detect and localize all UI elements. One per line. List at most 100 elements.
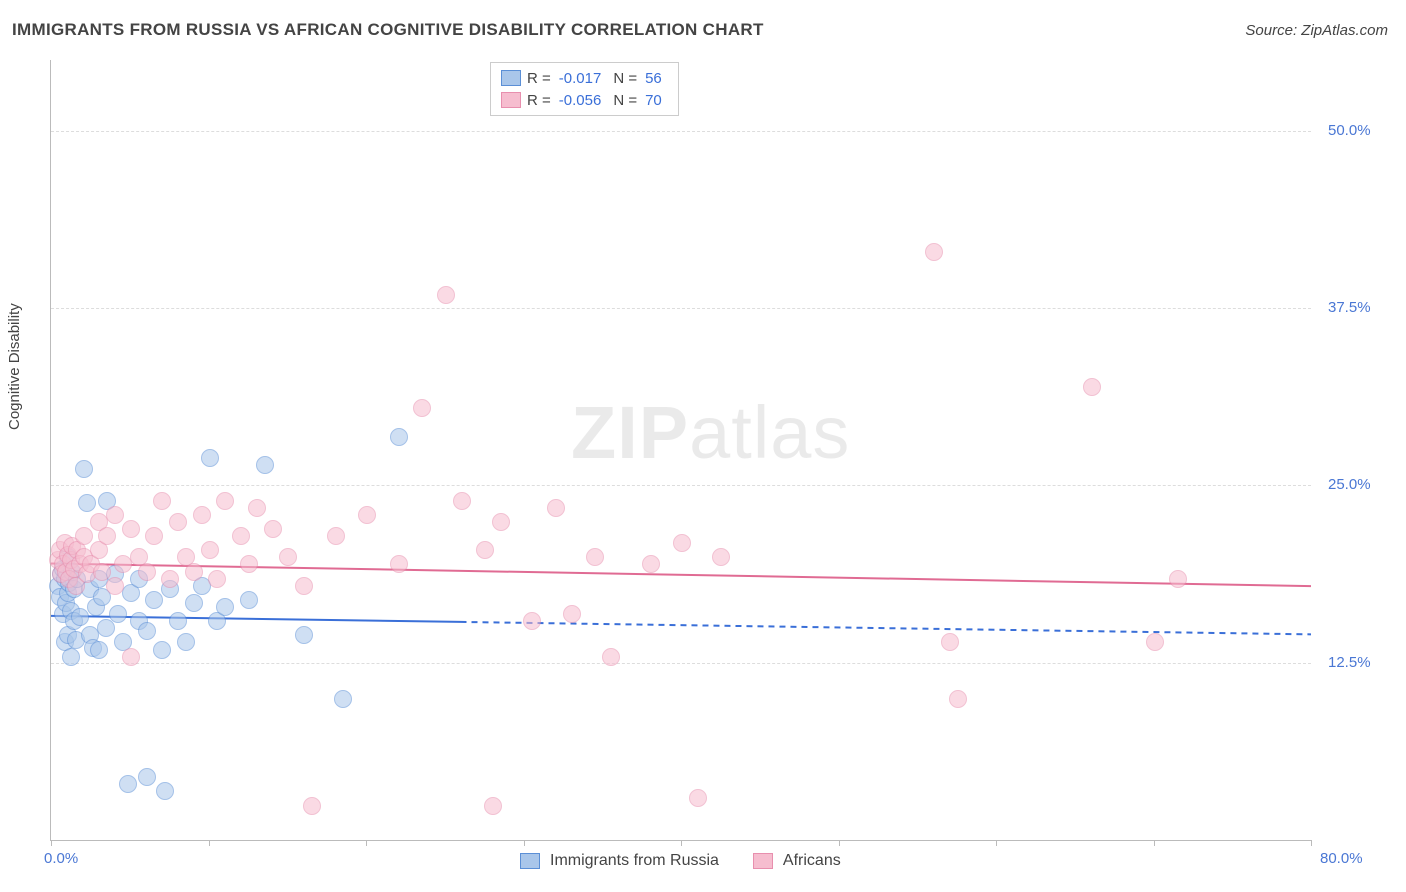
data-point-africans	[279, 548, 297, 566]
data-point-russia	[78, 494, 96, 512]
y-tick-label: 25.0%	[1328, 476, 1371, 493]
data-point-russia	[62, 648, 80, 666]
data-point-russia	[201, 449, 219, 467]
data-point-russia	[216, 598, 234, 616]
data-point-africans	[264, 520, 282, 538]
data-point-africans	[689, 789, 707, 807]
data-point-russia	[185, 594, 203, 612]
data-point-russia	[145, 591, 163, 609]
data-point-africans	[106, 506, 124, 524]
gridline-horizontal	[51, 131, 1311, 132]
data-point-africans	[642, 555, 660, 573]
r-label: R =	[527, 70, 551, 87]
gridline-horizontal	[51, 663, 1311, 664]
source-name: ZipAtlas.com	[1301, 22, 1388, 39]
data-point-africans	[673, 534, 691, 552]
data-point-africans	[106, 577, 124, 595]
n-value-africans: 70	[643, 92, 668, 109]
data-point-russia	[97, 619, 115, 637]
data-point-africans	[248, 499, 266, 517]
data-point-africans	[563, 605, 581, 623]
gridline-horizontal	[51, 485, 1311, 486]
x-tick	[51, 840, 52, 846]
scatter-plot-area: ZIPatlas	[50, 60, 1311, 841]
r-value-russia: -0.017	[557, 70, 608, 87]
data-point-russia	[138, 622, 156, 640]
data-point-africans	[122, 520, 140, 538]
data-point-russia	[256, 456, 274, 474]
data-point-africans	[153, 492, 171, 510]
data-point-africans	[712, 548, 730, 566]
data-point-africans	[201, 541, 219, 559]
series-legend: Immigrants from RussiaAfricans	[520, 852, 865, 870]
x-tick	[209, 840, 210, 846]
n-label: N =	[613, 70, 637, 87]
data-point-russia	[334, 690, 352, 708]
x-tick	[839, 840, 840, 846]
data-point-africans	[208, 570, 226, 588]
watermark-bold: ZIP	[571, 391, 689, 474]
x-tick	[1311, 840, 1312, 846]
data-point-russia	[156, 782, 174, 800]
data-point-africans	[547, 499, 565, 517]
data-point-africans	[1146, 633, 1164, 651]
data-point-africans	[602, 648, 620, 666]
data-point-africans	[484, 797, 502, 815]
data-point-russia	[109, 605, 127, 623]
x-tick	[366, 840, 367, 846]
n-label: N =	[613, 92, 637, 109]
data-point-africans	[586, 548, 604, 566]
x-tick	[681, 840, 682, 846]
data-point-russia	[75, 460, 93, 478]
data-point-africans	[122, 648, 140, 666]
legend-swatch-russia	[501, 70, 521, 86]
trend-lines-layer	[51, 60, 1311, 840]
data-point-africans	[358, 506, 376, 524]
source-prefix: Source:	[1245, 22, 1301, 39]
data-point-africans	[161, 570, 179, 588]
x-tick	[1154, 840, 1155, 846]
n-value-russia: 56	[643, 70, 668, 87]
correlation-legend: R = -0.017 N = 56 R = -0.056 N = 70	[490, 62, 679, 116]
r-value-africans: -0.056	[557, 92, 608, 109]
legend-row-africans: R = -0.056 N = 70	[501, 89, 668, 111]
x-tick	[996, 840, 997, 846]
data-point-africans	[75, 527, 93, 545]
data-point-africans	[98, 527, 116, 545]
data-point-africans	[138, 563, 156, 581]
data-point-africans	[492, 513, 510, 531]
data-point-africans	[949, 690, 967, 708]
source-attribution: Source: ZipAtlas.com	[1245, 22, 1388, 39]
data-point-africans	[327, 527, 345, 545]
data-point-africans	[453, 492, 471, 510]
legend-swatch-russia	[520, 853, 540, 869]
data-point-russia	[71, 608, 89, 626]
data-point-russia	[295, 626, 313, 644]
watermark: ZIPatlas	[571, 390, 850, 475]
data-point-africans	[169, 513, 187, 531]
legend-label-africans: Africans	[783, 852, 841, 870]
data-point-russia	[177, 633, 195, 651]
data-point-russia	[90, 641, 108, 659]
data-point-africans	[185, 563, 203, 581]
data-point-africans	[145, 527, 163, 545]
data-point-africans	[1169, 570, 1187, 588]
legend-swatch-africans	[501, 92, 521, 108]
data-point-africans	[413, 399, 431, 417]
data-point-africans	[240, 555, 258, 573]
data-point-africans	[925, 243, 943, 261]
legend-row-russia: R = -0.017 N = 56	[501, 67, 668, 89]
data-point-africans	[476, 541, 494, 559]
y-tick-label: 37.5%	[1328, 299, 1371, 316]
y-tick-label: 12.5%	[1328, 654, 1371, 671]
data-point-russia	[119, 775, 137, 793]
r-label: R =	[527, 92, 551, 109]
data-point-russia	[390, 428, 408, 446]
data-point-africans	[216, 492, 234, 510]
data-point-russia	[138, 768, 156, 786]
data-point-africans	[295, 577, 313, 595]
trendline-russia-extrapolated	[461, 622, 1312, 634]
data-point-africans	[941, 633, 959, 651]
legend-swatch-africans	[753, 853, 773, 869]
data-point-africans	[523, 612, 541, 630]
